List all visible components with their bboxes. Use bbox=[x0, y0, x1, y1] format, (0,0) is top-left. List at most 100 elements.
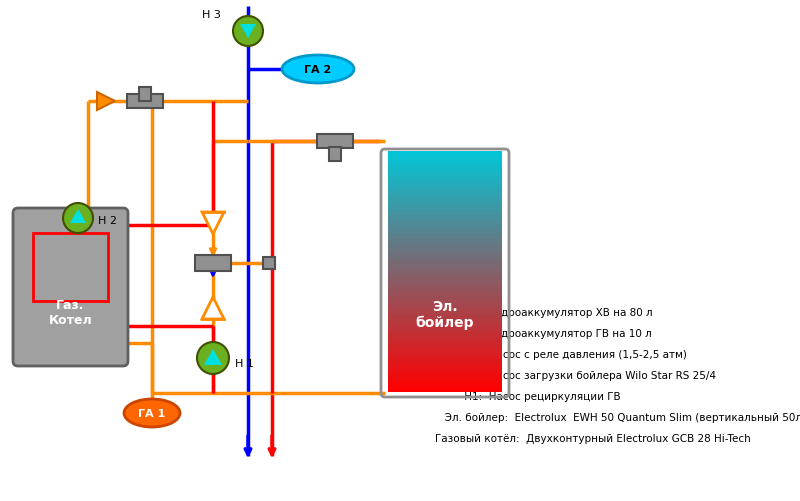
Bar bbox=[388, 208, 502, 212]
Bar bbox=[388, 176, 502, 180]
Circle shape bbox=[63, 203, 93, 233]
Bar bbox=[388, 343, 502, 347]
Text: Н 2: Н 2 bbox=[98, 215, 117, 225]
Bar bbox=[388, 337, 502, 341]
Bar bbox=[388, 226, 502, 230]
Bar bbox=[388, 308, 502, 312]
Text: Н3:  Насос с реле давления (1,5-2,5 атм): Н3: Насос с реле давления (1,5-2,5 атм) bbox=[435, 349, 687, 359]
Bar bbox=[317, 135, 353, 149]
Bar bbox=[139, 88, 151, 102]
Bar bbox=[388, 364, 502, 368]
Bar bbox=[388, 182, 502, 186]
Bar bbox=[388, 188, 502, 191]
Bar bbox=[388, 196, 502, 200]
Text: ГА2:  Гидроаккумулятор ХВ на 80 л: ГА2: Гидроаккумулятор ХВ на 80 л bbox=[435, 308, 653, 317]
Bar bbox=[388, 388, 502, 392]
Bar bbox=[388, 164, 502, 168]
Bar bbox=[127, 95, 163, 109]
Bar bbox=[329, 148, 341, 162]
Bar bbox=[388, 161, 502, 165]
Polygon shape bbox=[202, 212, 224, 234]
Text: ГА1:  Гидроаккумулятор ГВ на 10 л: ГА1: Гидроаккумулятор ГВ на 10 л bbox=[435, 328, 652, 338]
Bar bbox=[388, 376, 502, 380]
Bar bbox=[388, 179, 502, 183]
Bar bbox=[388, 319, 502, 323]
Bar bbox=[388, 325, 502, 329]
Bar bbox=[388, 220, 502, 224]
Bar bbox=[388, 379, 502, 383]
Bar bbox=[388, 266, 502, 270]
Bar bbox=[388, 217, 502, 221]
Text: Н 1: Н 1 bbox=[235, 358, 254, 368]
Bar bbox=[388, 235, 502, 239]
Bar bbox=[388, 185, 502, 188]
Polygon shape bbox=[202, 298, 224, 319]
Polygon shape bbox=[97, 93, 115, 111]
Bar bbox=[388, 173, 502, 177]
Text: ГА 1: ГА 1 bbox=[138, 408, 166, 418]
Bar bbox=[388, 287, 502, 291]
Bar bbox=[195, 256, 231, 272]
Bar bbox=[388, 382, 502, 386]
Bar bbox=[388, 322, 502, 326]
Bar bbox=[388, 244, 502, 248]
Bar bbox=[33, 233, 108, 302]
Bar bbox=[388, 334, 502, 338]
Ellipse shape bbox=[124, 399, 180, 427]
Bar bbox=[388, 358, 502, 362]
Bar bbox=[388, 263, 502, 267]
Bar bbox=[388, 155, 502, 159]
Bar bbox=[388, 205, 502, 209]
Text: Н2:  Насос загрузки бойлера Wilo Star RS 25/4: Н2: Насос загрузки бойлера Wilo Star RS … bbox=[435, 370, 716, 380]
Bar bbox=[388, 232, 502, 236]
Polygon shape bbox=[70, 209, 86, 223]
Bar bbox=[388, 299, 502, 303]
Bar bbox=[388, 260, 502, 264]
Bar bbox=[388, 367, 502, 371]
Bar bbox=[388, 296, 502, 300]
Bar bbox=[388, 352, 502, 356]
Bar bbox=[388, 275, 502, 279]
Bar bbox=[388, 241, 502, 245]
Bar bbox=[388, 385, 502, 389]
Bar bbox=[388, 370, 502, 374]
Bar bbox=[388, 346, 502, 350]
Bar bbox=[388, 355, 502, 359]
Bar bbox=[388, 331, 502, 335]
Bar bbox=[388, 158, 502, 162]
Bar bbox=[388, 278, 502, 282]
Bar bbox=[388, 250, 502, 255]
Bar bbox=[388, 284, 502, 288]
Ellipse shape bbox=[282, 56, 354, 84]
Bar bbox=[388, 247, 502, 252]
Bar bbox=[388, 190, 502, 194]
Bar bbox=[388, 202, 502, 206]
Bar bbox=[388, 361, 502, 365]
Circle shape bbox=[233, 17, 263, 47]
Text: Газ.
Котел: Газ. Котел bbox=[49, 299, 92, 327]
Text: Эл. бойлер:  Electrolux  EWH 50 Quantum Slim (вертикальный 50л): Эл. бойлер: Electrolux EWH 50 Quantum Sl… bbox=[435, 412, 800, 422]
Polygon shape bbox=[204, 349, 222, 365]
Bar bbox=[388, 211, 502, 215]
Bar bbox=[388, 214, 502, 218]
Bar bbox=[388, 305, 502, 309]
Bar bbox=[388, 281, 502, 285]
Bar bbox=[388, 313, 502, 317]
Bar bbox=[388, 272, 502, 276]
Polygon shape bbox=[240, 25, 256, 39]
Bar bbox=[388, 340, 502, 344]
Bar bbox=[388, 257, 502, 261]
Circle shape bbox=[197, 342, 229, 374]
Bar bbox=[388, 373, 502, 377]
Bar bbox=[388, 302, 502, 306]
Bar bbox=[388, 229, 502, 233]
Text: ГА 2: ГА 2 bbox=[304, 65, 332, 75]
Bar bbox=[388, 290, 502, 294]
Text: Н 3: Н 3 bbox=[202, 10, 221, 20]
Bar bbox=[388, 269, 502, 273]
Bar bbox=[388, 238, 502, 242]
Bar bbox=[388, 254, 502, 258]
Bar bbox=[388, 316, 502, 320]
Bar bbox=[388, 167, 502, 171]
Bar bbox=[388, 170, 502, 174]
